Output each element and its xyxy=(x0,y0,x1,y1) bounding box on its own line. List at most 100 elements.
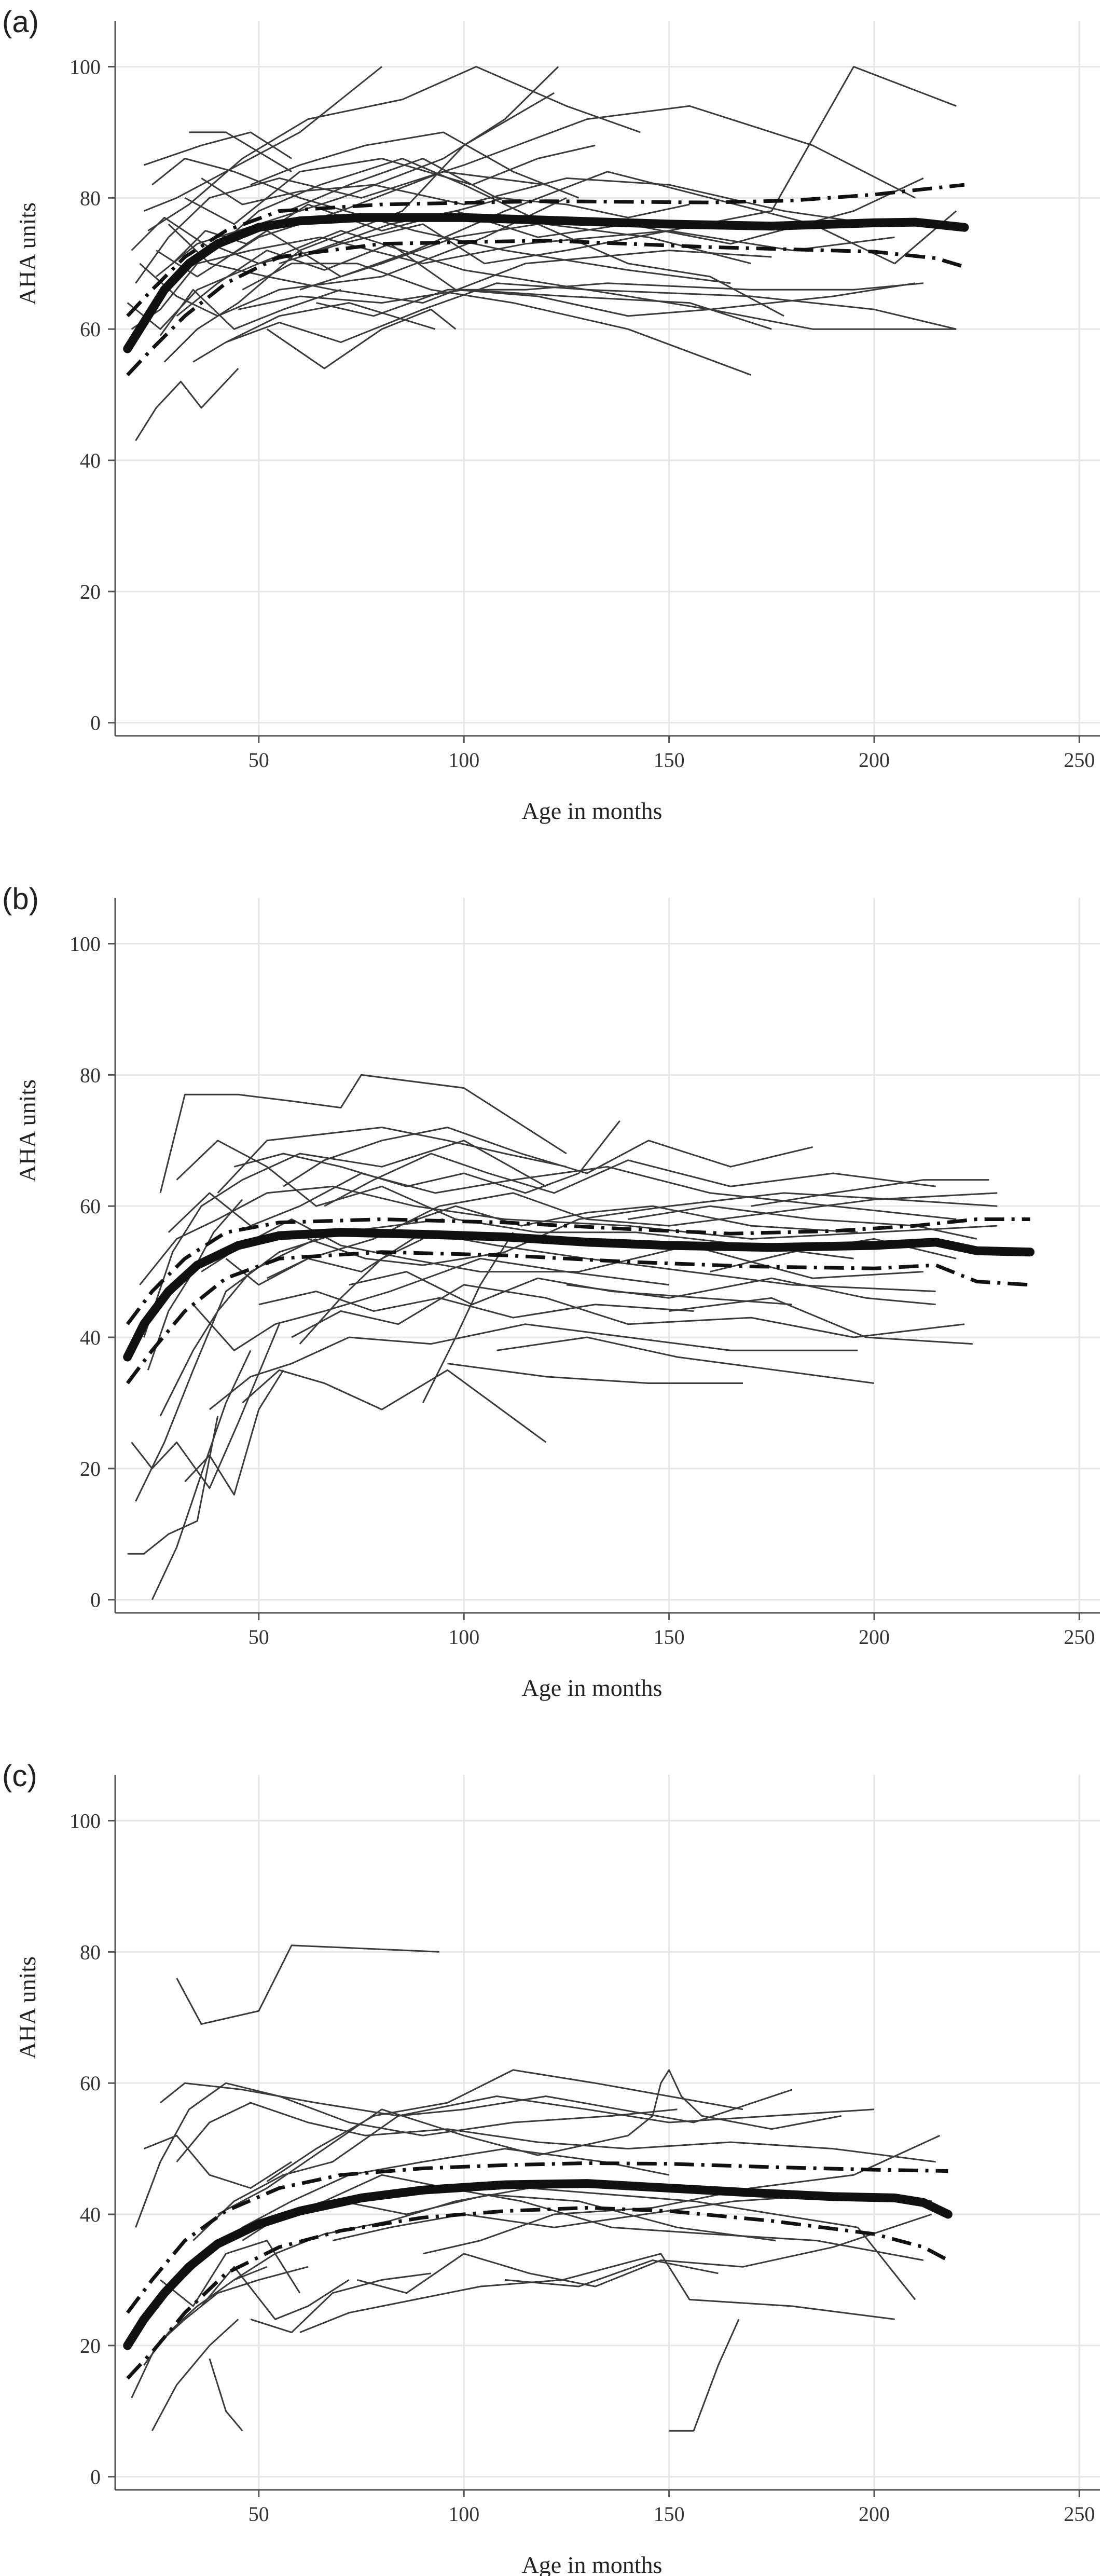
x-tick-label: 150 xyxy=(654,2502,685,2526)
x-tick-label: 150 xyxy=(654,748,685,772)
x-tick-label: 200 xyxy=(859,1625,890,1649)
individual-trajectory xyxy=(160,2240,301,2307)
individual-trajectory xyxy=(398,1205,858,1234)
individual-trajectory xyxy=(324,1153,936,1207)
y-tick-label: 60 xyxy=(80,1195,101,1218)
x-tick-label: 200 xyxy=(859,748,890,772)
individual-trajectory xyxy=(143,2134,292,2189)
individual-trajectory xyxy=(279,66,957,265)
individual-trajectory xyxy=(225,282,916,343)
x-tick-label: 200 xyxy=(859,2502,890,2526)
panel-label: (a) xyxy=(2,5,39,39)
individual-trajectory xyxy=(242,263,752,376)
individual-trajectory xyxy=(751,1179,989,1207)
y-axis-title: AHA units xyxy=(14,202,40,305)
y-tick-label: 100 xyxy=(70,55,101,78)
individual-trajectory xyxy=(192,2089,793,2241)
y-tick-label: 80 xyxy=(80,1063,101,1087)
y-tick-label: 60 xyxy=(80,2072,101,2095)
individual-trajectory xyxy=(422,1232,514,1404)
individual-trajectory xyxy=(159,289,341,336)
ci-lower-line xyxy=(126,1250,1030,1385)
ci-lower-line xyxy=(126,238,965,377)
ci-upper-line xyxy=(126,1217,1030,1325)
individual-trajectory xyxy=(209,197,505,265)
individual-trajectory xyxy=(184,1369,284,1496)
y-axis-title: AHA units xyxy=(14,1079,40,1182)
x-tick-label: 250 xyxy=(1064,1625,1095,1649)
panel-label: (c) xyxy=(2,1759,37,1793)
x-tick-label: 250 xyxy=(1064,2502,1095,2526)
y-tick-label: 0 xyxy=(90,1588,101,1612)
individual-trajectory xyxy=(135,367,239,441)
x-tick-label: 100 xyxy=(448,748,479,772)
individual-trajectory xyxy=(143,1140,547,1338)
individual-trajectory xyxy=(151,2319,239,2431)
ci-upper-line xyxy=(126,2161,948,2314)
y-tick-label: 0 xyxy=(90,711,101,735)
individual-trajectory xyxy=(566,1277,936,1306)
mean-curve xyxy=(123,1228,1035,1362)
individual-trajectory xyxy=(135,105,916,284)
y-tick-label: 40 xyxy=(80,449,101,472)
individual-trajectory xyxy=(163,92,555,363)
individual-trajectory xyxy=(176,1140,854,1259)
individual-trajectory xyxy=(176,1944,439,2025)
x-tick-label: 50 xyxy=(249,1625,269,1649)
y-tick-label: 0 xyxy=(90,2465,101,2489)
individual-trajectory xyxy=(266,1192,998,1279)
y-tick-label: 20 xyxy=(80,580,101,604)
individual-trajectory xyxy=(209,2358,243,2432)
panel-c: 50 100 150 200 250 0 20 40 60 80 100 (c) Age in mont… xyxy=(2,1759,1100,2576)
individual-trajectory xyxy=(159,1238,317,1417)
individual-trajectory xyxy=(266,2069,743,2183)
individual-trajectory xyxy=(233,1120,620,1194)
individual-trajectory xyxy=(209,1323,858,1410)
individual-trajectory xyxy=(143,131,292,166)
individual-trajectory xyxy=(127,1416,219,1555)
individual-trajectory xyxy=(299,2253,895,2333)
y-tick-label: 60 xyxy=(80,318,101,341)
panel-b: 50 100 150 200 250 0 20 40 60 80 100 (b) Age in mont… xyxy=(2,882,1100,1701)
x-tick-label: 100 xyxy=(448,2502,479,2526)
individual-trajectory xyxy=(283,2174,924,2261)
individual-trajectory xyxy=(131,158,752,265)
individual-trajectory xyxy=(669,2319,740,2432)
y-tick-label: 40 xyxy=(80,1326,101,1349)
individual-trajectory xyxy=(250,131,579,199)
y-tick-label: 100 xyxy=(70,1809,101,1832)
individual-trajectory xyxy=(316,282,924,317)
x-axis-title: Age in months xyxy=(522,2552,663,2576)
individual-trajectory xyxy=(147,66,641,231)
individual-trajectory xyxy=(422,2134,941,2255)
y-tick-label: 40 xyxy=(80,2203,101,2226)
individual-trajectory xyxy=(287,158,690,218)
individual-trajectory xyxy=(266,308,457,369)
individual-trajectory xyxy=(160,2082,875,2123)
x-tick-label: 250 xyxy=(1064,748,1095,772)
y-tick-label: 80 xyxy=(80,1940,101,1964)
individual-trajectory xyxy=(496,1336,875,1384)
ci-lower-line xyxy=(126,2205,949,2380)
x-tick-label: 100 xyxy=(448,1625,479,1649)
y-tick-label: 20 xyxy=(80,1457,101,1481)
x-axis-title: Age in months xyxy=(522,1675,663,1701)
mean-curve xyxy=(123,213,969,353)
individual-trajectory xyxy=(291,1284,965,1338)
individual-trajectory xyxy=(131,2266,309,2399)
individual-trajectory xyxy=(349,1271,793,1306)
individual-trajectory xyxy=(200,2266,350,2320)
x-axis-title: Age in months xyxy=(522,798,663,824)
individual-trajectory xyxy=(139,197,567,317)
x-tick-label: 150 xyxy=(654,1625,685,1649)
ci-upper-line xyxy=(126,183,965,318)
y-tick-label: 100 xyxy=(70,932,101,955)
panel-a: 50 100 150 200 250 0 20 40 60 80 100 (a) Age in mont… xyxy=(2,5,1100,824)
individual-trajectory xyxy=(143,66,382,212)
individual-trajectory xyxy=(357,2213,932,2294)
individual-trajectory xyxy=(447,1363,743,1384)
individual-trajectory xyxy=(139,1185,998,1285)
individual-trajectory xyxy=(250,2272,432,2334)
x-tick-label: 50 xyxy=(249,748,269,772)
